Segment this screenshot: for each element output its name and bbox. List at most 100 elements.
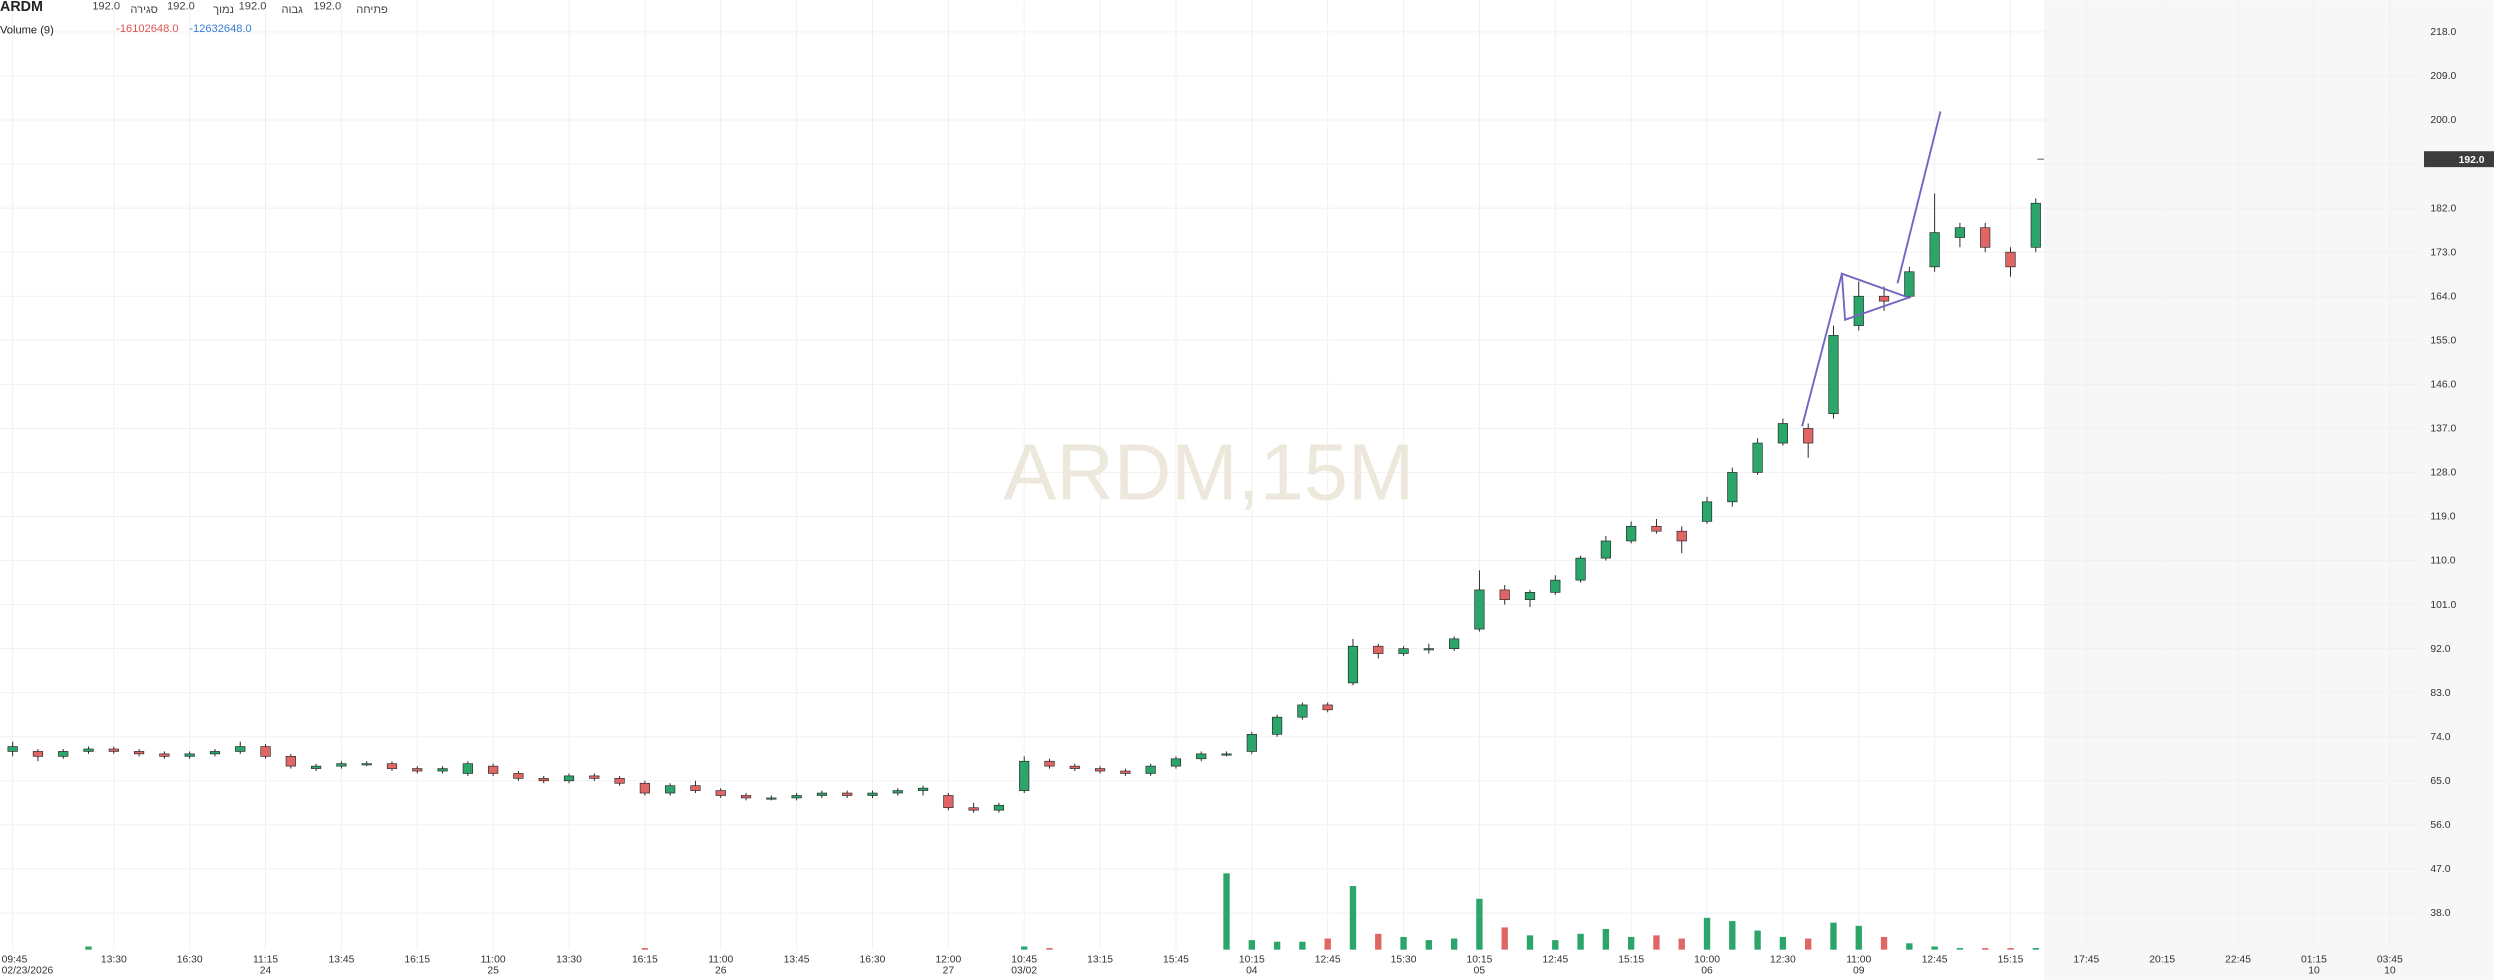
candle-body — [336, 763, 347, 767]
x-tick-label: 13:15 — [1087, 954, 1113, 965]
candle-body — [1145, 765, 1156, 774]
volume-value: -12632648.0 — [189, 23, 251, 35]
volume-bar — [1880, 936, 1888, 950]
last-price-box — [2424, 151, 2494, 168]
y-tick-label: 56.0 — [2430, 820, 2450, 831]
candle-body — [285, 756, 296, 767]
x-date-label: 04 — [1246, 966, 1258, 977]
x-tick-label: 12:45 — [1542, 954, 1568, 965]
x-tick-label: 01:15 — [2301, 954, 2327, 965]
ohlc-label: גבוה — [282, 4, 304, 16]
candle-body — [842, 792, 853, 796]
candle-body — [1019, 760, 1030, 791]
x-tick-label: 11:00 — [481, 954, 506, 965]
x-tick-label: 11:15 — [253, 954, 278, 965]
x-tick-label: 16:15 — [632, 954, 658, 965]
volume-bar — [1703, 917, 1711, 950]
volume-bar — [1754, 930, 1761, 950]
y-tick-label: 38.0 — [2430, 908, 2450, 919]
y-tick-label: 155.0 — [2430, 335, 2456, 346]
volume-bar — [641, 948, 649, 950]
candle-body — [715, 790, 726, 796]
volume-bar — [1729, 921, 1736, 950]
candle-body — [108, 748, 119, 752]
volume-bar — [2007, 948, 2014, 950]
candle-body — [1550, 579, 1561, 593]
y-tick-label: 137.0 — [2430, 424, 2456, 435]
candle-body — [1600, 540, 1611, 559]
candle-body — [993, 804, 1005, 811]
candle-body — [386, 763, 398, 769]
candle-body — [1803, 428, 1814, 444]
volume-bar — [1248, 940, 1255, 950]
symbol: ARDM — [0, 0, 43, 15]
candle-body — [538, 778, 549, 782]
candle-body — [614, 778, 625, 784]
x-tick-label: 15:30 — [1391, 954, 1417, 965]
candle-body — [2005, 251, 2016, 268]
volume-bar — [1805, 938, 1812, 950]
volume-bar — [2032, 948, 2039, 950]
y-tick-label: 200.0 — [2430, 115, 2456, 126]
candle-body — [58, 751, 69, 757]
trend-line — [1801, 273, 1843, 427]
candle-body — [1878, 295, 1890, 302]
candle-body — [488, 765, 499, 774]
volume-bar — [1830, 922, 1837, 950]
x-tick-label: 12:45 — [1315, 954, 1341, 965]
x-date-label: 26 — [715, 966, 727, 977]
y-tick-label: 83.0 — [2430, 688, 2450, 699]
x-tick-label: 03:45 — [2377, 954, 2403, 965]
y-tick-label: 218.0 — [2430, 27, 2456, 38]
x-tick-label: 16:30 — [860, 954, 886, 965]
candle-body — [563, 775, 575, 782]
volume-bar — [1425, 940, 1433, 950]
candle-body — [311, 765, 322, 769]
volume-bar — [1982, 948, 1989, 950]
volume-title: Volume (9) — [0, 25, 54, 37]
candle-body — [1651, 525, 1662, 532]
candle-body — [1272, 716, 1283, 735]
candle-body — [589, 775, 600, 779]
volume-bar — [1450, 938, 1458, 950]
candle-body — [968, 807, 979, 811]
candle-body — [260, 746, 271, 757]
candle-body — [1575, 557, 1586, 581]
volume-bar — [1931, 946, 1938, 950]
candle-body — [1196, 753, 1207, 760]
x-tick-label: 10:45 — [1011, 954, 1037, 965]
volume-bar — [1046, 948, 1053, 950]
volume-value: -16102648.0 — [116, 23, 178, 35]
x-date-label: 25 — [487, 966, 499, 977]
candle-body — [2030, 202, 2041, 248]
x-tick-label: 16:30 — [177, 954, 203, 965]
volume-bar — [1223, 873, 1230, 950]
y-tick-label: 146.0 — [2430, 380, 2456, 391]
candle-body — [1727, 472, 1738, 503]
volume-bar — [1375, 933, 1382, 950]
candle-body — [1853, 295, 1864, 326]
candle-body — [1120, 770, 1131, 774]
x-tick-label: 13:30 — [556, 954, 582, 965]
candle-body — [1954, 227, 1966, 238]
x-tick-label: 11:00 — [708, 954, 733, 965]
candle-body — [1777, 423, 1788, 444]
y-tick-label: 74.0 — [2430, 732, 2450, 743]
candle-body — [1524, 592, 1536, 601]
candle-body — [867, 792, 878, 796]
ohlc-label: נמוך — [213, 4, 234, 16]
candle-body — [1474, 589, 1485, 630]
drawings — [1801, 111, 1942, 427]
future-area — [2043, 0, 2494, 980]
volume-bar — [1273, 941, 1281, 950]
y-tick-label: 65.0 — [2430, 776, 2450, 787]
watermark: ARDM,15M — [1003, 428, 1414, 517]
candle-body — [209, 751, 221, 755]
candle-body — [1752, 442, 1763, 473]
volume-bar — [1400, 936, 1407, 950]
x-tick-label: 10:15 — [1466, 954, 1492, 965]
x-date-label: 10 — [2384, 966, 2396, 977]
candle-body — [1423, 648, 1434, 651]
x-tick-label: 22:45 — [2225, 954, 2251, 965]
